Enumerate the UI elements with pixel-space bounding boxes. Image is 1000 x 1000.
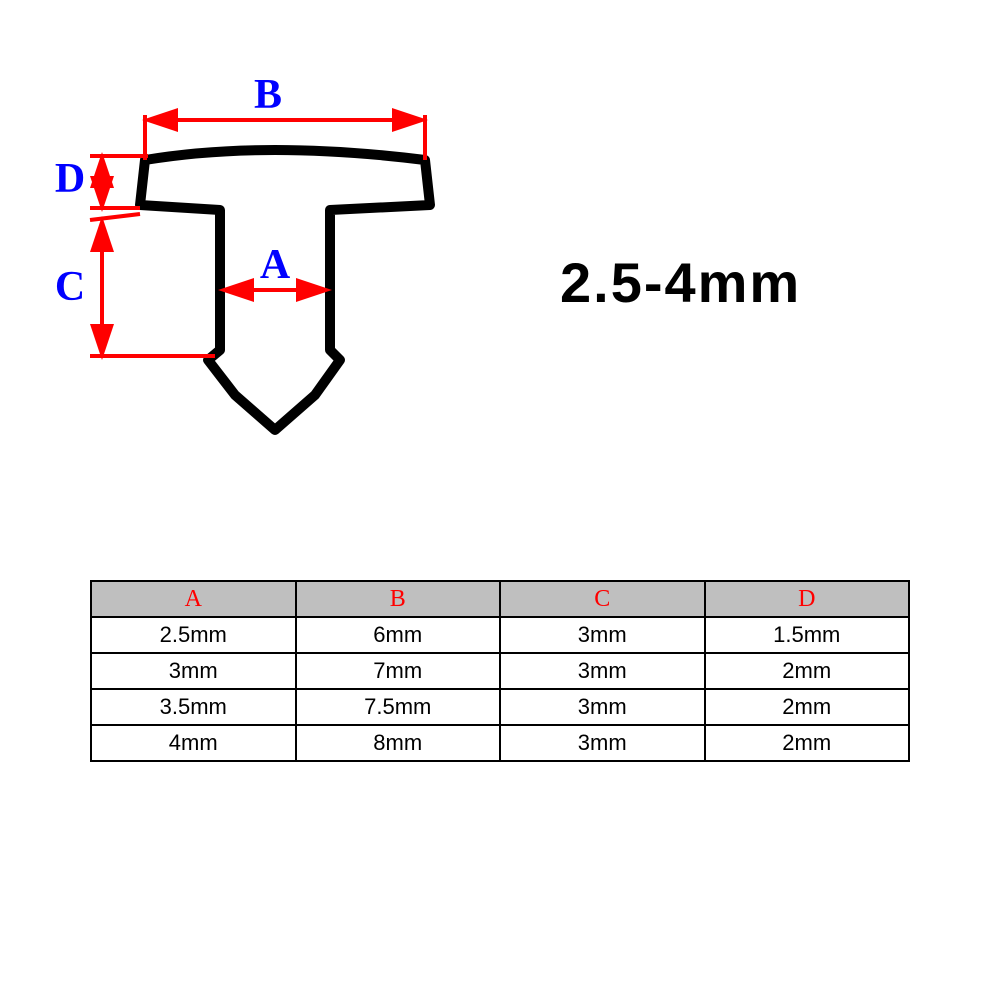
cell: 2.5mm	[91, 617, 296, 653]
cell: 4mm	[91, 725, 296, 761]
dimensions-table-wrap: A B C D 2.5mm 6mm 3mm 1.5mm 3mm 7mm 3mm	[90, 580, 910, 762]
cell: 3mm	[500, 617, 705, 653]
cell: 7.5mm	[296, 689, 501, 725]
cell: 3.5mm	[91, 689, 296, 725]
cell: 3mm	[91, 653, 296, 689]
dim-D-label: D	[55, 156, 85, 202]
canvas: B D C A 2.5-4mm A B C D	[0, 0, 1000, 1000]
table-row: 3mm 7mm 3mm 2mm	[91, 653, 909, 689]
cell: 6mm	[296, 617, 501, 653]
col-header-D: D	[705, 581, 910, 617]
cell: 7mm	[296, 653, 501, 689]
col-header-A: A	[91, 581, 296, 617]
cell: 3mm	[500, 653, 705, 689]
table-row: 2.5mm 6mm 3mm 1.5mm	[91, 617, 909, 653]
cell: 3mm	[500, 689, 705, 725]
cell: 2mm	[705, 689, 910, 725]
dimensions-table: A B C D 2.5mm 6mm 3mm 1.5mm 3mm 7mm 3mm	[90, 580, 910, 762]
cell: 2mm	[705, 653, 910, 689]
cell: 3mm	[500, 725, 705, 761]
col-header-B: B	[296, 581, 501, 617]
table-row: 4mm 8mm 3mm 2mm	[91, 725, 909, 761]
dim-C-top-ext	[90, 214, 140, 220]
table-header-row: A B C D	[91, 581, 909, 617]
cell: 1.5mm	[705, 617, 910, 653]
cell: 8mm	[296, 725, 501, 761]
profile-diagram: B D C A	[40, 60, 480, 480]
size-range-text: 2.5-4mm	[560, 250, 801, 315]
cell: 2mm	[705, 725, 910, 761]
dim-B-label: B	[254, 72, 282, 118]
dim-C-label: C	[55, 264, 85, 310]
table-row: 3.5mm 7.5mm 3mm 2mm	[91, 689, 909, 725]
dim-A-label: A	[260, 242, 291, 288]
col-header-C: C	[500, 581, 705, 617]
